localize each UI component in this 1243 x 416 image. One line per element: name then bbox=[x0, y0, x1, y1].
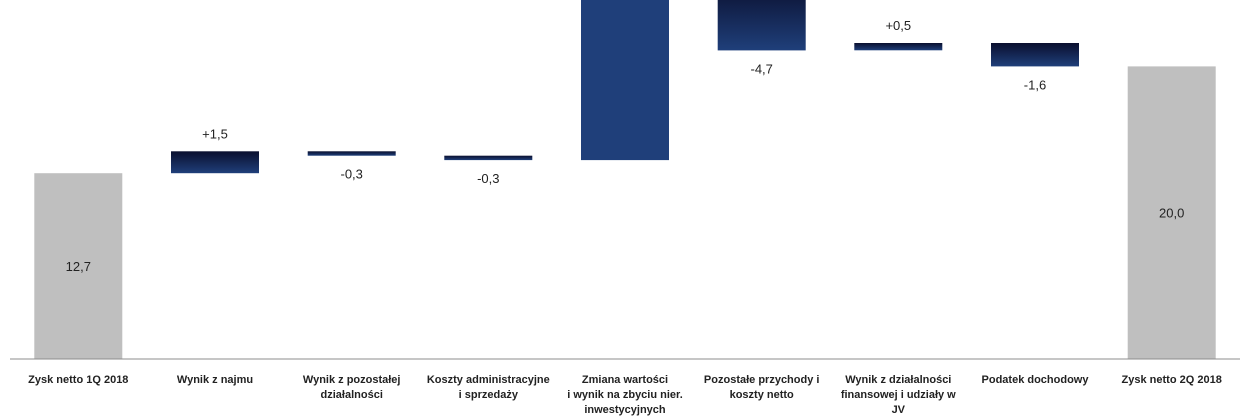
category-label-line: koszty netto bbox=[730, 389, 794, 401]
category-label-line: Wynik z najmu bbox=[177, 374, 253, 386]
category-labels-group: Zysk netto 1Q 2018 Wynik z najmu Wynik z p… bbox=[28, 374, 1222, 416]
value-label-6: +0,5 bbox=[885, 18, 911, 33]
bar-6 bbox=[854, 43, 943, 51]
category-label-line: Koszty administracyjne bbox=[427, 374, 550, 386]
category-label-line: Pozostałe przychody i bbox=[704, 374, 820, 386]
value-label-5: -4,7 bbox=[750, 61, 772, 76]
category-label-7: Podatek dochodowy bbox=[982, 374, 1090, 386]
category-label-line: Wynik z działalności bbox=[845, 374, 951, 386]
category-label-5: Pozostałe przychody i koszty netto bbox=[704, 374, 820, 401]
category-label-line: Zysk netto 2Q 2018 bbox=[1122, 374, 1222, 386]
category-label-line: i sprzedaży bbox=[459, 389, 519, 401]
value-label-7: -1,6 bbox=[1024, 77, 1046, 92]
category-label-2: Wynik z pozostałej działalności bbox=[303, 374, 401, 401]
value-label-2: -0,3 bbox=[340, 167, 362, 182]
category-label-line: finansowej i udziały w bbox=[841, 389, 956, 401]
category-label-3: Koszty administracyjne i sprzedaży bbox=[427, 374, 550, 401]
value-label-0: 12,7 bbox=[66, 259, 91, 274]
bar-0 bbox=[34, 173, 123, 359]
category-label-line: Wynik z pozostałej bbox=[303, 374, 401, 386]
bar-1 bbox=[171, 151, 259, 174]
category-label-1: Wynik z najmu bbox=[177, 374, 253, 386]
category-label-6: Wynik z działalności finansowej i udziały… bbox=[841, 374, 956, 416]
value-label-1: +1,5 bbox=[202, 126, 228, 141]
category-label-line: działalności bbox=[321, 389, 383, 401]
bar-4 bbox=[581, 0, 669, 161]
bar-8 bbox=[1127, 66, 1216, 360]
category-label-4: Zmiana wartości i wynik na zbyciu nier. in… bbox=[567, 374, 683, 416]
bar-2 bbox=[307, 151, 396, 156]
bars-group bbox=[34, 0, 1216, 360]
bar-3 bbox=[444, 155, 533, 161]
category-label-line: i wynik na zbyciu nier. bbox=[567, 389, 683, 401]
value-label-3: -0,3 bbox=[477, 171, 499, 186]
category-label-line: inwestycyjnych bbox=[584, 404, 666, 416]
category-label-line: Zysk netto 1Q 2018 bbox=[28, 374, 128, 386]
category-label-line: JV bbox=[892, 404, 906, 416]
bar-7 bbox=[991, 43, 1079, 67]
category-label-8: Zysk netto 2Q 2018 bbox=[1122, 374, 1222, 386]
bar-5 bbox=[717, 0, 806, 51]
category-label-0: Zysk netto 1Q 2018 bbox=[28, 374, 128, 386]
value-labels-group: 12,7+1,5-0,3-0,3+12,2-4,7+0,5-1,620,0 bbox=[66, 18, 1185, 274]
category-label-line: Zmiana wartości bbox=[582, 374, 668, 386]
category-label-line: Podatek dochodowy bbox=[982, 374, 1090, 386]
value-label-8: 20,0 bbox=[1159, 206, 1184, 221]
